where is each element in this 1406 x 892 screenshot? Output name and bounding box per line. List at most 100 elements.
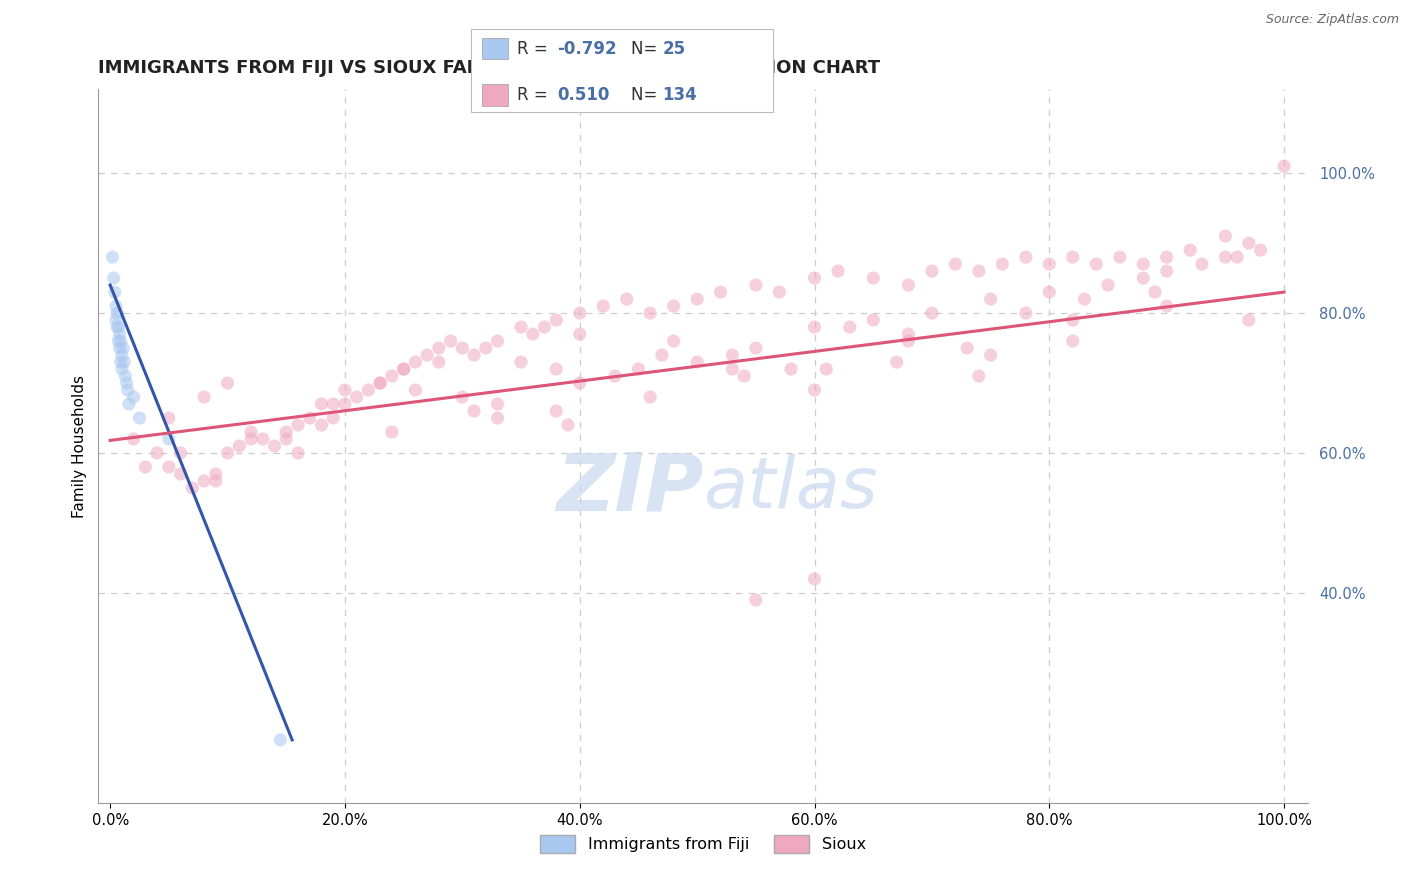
Point [118, 397, 141, 411]
Point [311, 397, 333, 411]
Point [967, 264, 990, 278]
Point [568, 327, 591, 342]
Point [486, 334, 509, 348]
Text: IMMIGRANTS FROM FIJI VS SIOUX FAMILY HOUSEHOLDS CORRELATION CHART: IMMIGRANTS FROM FIJI VS SIOUX FAMILY HOU… [98, 59, 880, 77]
Point [1180, 243, 1202, 257]
Point [381, 369, 404, 384]
Point [546, 404, 568, 418]
Point [134, 460, 156, 475]
Point [803, 320, 825, 334]
Point [1015, 306, 1038, 320]
Text: -0.792: -0.792 [557, 40, 616, 58]
Point [101, 250, 124, 264]
Point [627, 362, 650, 376]
Point [1062, 250, 1084, 264]
Point [522, 327, 544, 342]
Point [803, 383, 825, 397]
Point [510, 320, 533, 334]
Point [311, 417, 333, 432]
Point [276, 432, 298, 446]
Point [1156, 264, 1178, 278]
Point [945, 257, 967, 271]
Point [193, 390, 215, 404]
Point [1132, 271, 1154, 285]
Point [169, 467, 191, 481]
Point [298, 411, 321, 425]
Point [1062, 313, 1084, 327]
Point [263, 439, 285, 453]
Point [838, 320, 860, 334]
Point [269, 732, 291, 747]
Point [111, 348, 134, 362]
Point [404, 383, 426, 397]
Point [638, 390, 661, 404]
Text: R =: R = [517, 87, 554, 104]
Point [745, 593, 768, 607]
Point [921, 306, 943, 320]
Point [486, 397, 509, 411]
Point [956, 341, 979, 355]
Point [768, 285, 790, 299]
Point [105, 320, 128, 334]
Point [228, 439, 250, 453]
Point [463, 404, 485, 418]
Point [157, 432, 180, 446]
Point [193, 474, 215, 488]
Point [204, 474, 226, 488]
Text: N=: N= [631, 87, 662, 104]
Point [710, 285, 733, 299]
Point [169, 446, 191, 460]
Point [557, 417, 579, 432]
Point [117, 383, 139, 397]
Point [1038, 285, 1060, 299]
Point [357, 383, 380, 397]
Point [439, 334, 461, 348]
Text: Source: ZipAtlas.com: Source: ZipAtlas.com [1265, 13, 1399, 27]
Point [651, 348, 673, 362]
Point [662, 299, 685, 313]
Point [105, 313, 128, 327]
Text: ZIP: ZIP [555, 450, 703, 528]
Point [568, 306, 591, 320]
Point [546, 313, 568, 327]
Point [733, 369, 755, 384]
Point [1073, 292, 1095, 306]
Point [427, 341, 450, 355]
Point [287, 417, 309, 432]
Point [157, 460, 180, 475]
Point [217, 446, 239, 460]
Point [416, 348, 439, 362]
Point [146, 446, 169, 460]
Point [1132, 257, 1154, 271]
Point [128, 411, 150, 425]
Point [486, 411, 509, 425]
Point [1015, 250, 1038, 264]
Point [368, 376, 391, 390]
Point [287, 446, 309, 460]
Point [107, 334, 129, 348]
Point [322, 411, 344, 425]
Point [111, 362, 134, 376]
Point [780, 362, 803, 376]
Point [392, 362, 415, 376]
Text: 25: 25 [662, 40, 685, 58]
Point [1237, 313, 1260, 327]
Point [510, 355, 533, 369]
Point [1215, 229, 1237, 244]
Point [1191, 257, 1213, 271]
Text: N=: N= [631, 40, 662, 58]
Point [745, 278, 768, 293]
Point [108, 341, 131, 355]
Point [862, 271, 884, 285]
Point [333, 397, 356, 411]
Point [104, 285, 127, 299]
Point [451, 390, 474, 404]
Point [252, 432, 274, 446]
Point [1108, 250, 1130, 264]
Legend: Immigrants from Fiji, Sioux: Immigrants from Fiji, Sioux [534, 829, 872, 859]
Point [240, 425, 263, 439]
Point [980, 348, 1002, 362]
Point [921, 264, 943, 278]
Point [1156, 250, 1178, 264]
Point [686, 355, 709, 369]
